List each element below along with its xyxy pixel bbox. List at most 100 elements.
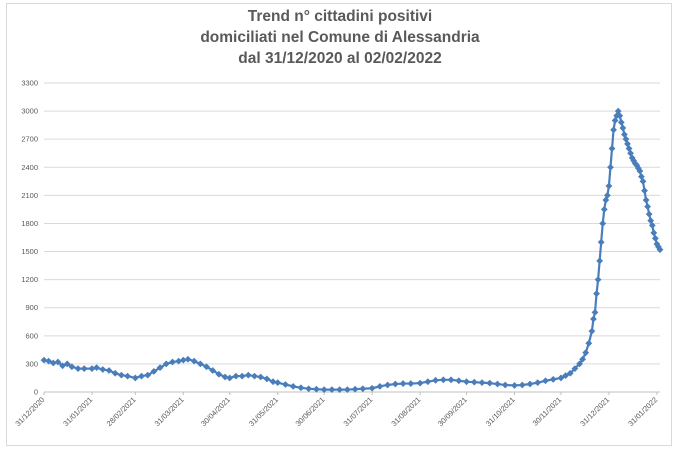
data-point xyxy=(263,375,271,383)
data-point xyxy=(605,182,613,190)
data-point xyxy=(648,221,656,229)
data-point xyxy=(68,363,76,371)
data-point xyxy=(607,163,614,171)
data-point xyxy=(297,384,305,392)
data-point xyxy=(269,378,277,386)
data-point xyxy=(156,364,164,372)
data-point xyxy=(576,360,583,368)
data-point xyxy=(105,367,113,374)
data-point xyxy=(169,358,176,366)
chart-title: Trend n° cittadini positivi domiciliati … xyxy=(0,6,680,69)
series-line xyxy=(43,109,661,391)
data-point xyxy=(644,203,652,210)
gridlines xyxy=(44,82,660,393)
data-point xyxy=(593,290,600,298)
data-point xyxy=(594,276,602,284)
data-point xyxy=(196,360,204,368)
chart-title-line-2: domiciliati nel Comune di Alessandria xyxy=(200,29,480,46)
data-point xyxy=(447,376,455,384)
y-tick-label: 3000 xyxy=(21,107,38,116)
data-point xyxy=(251,372,258,380)
data-point xyxy=(203,363,210,371)
data-point xyxy=(557,374,565,382)
data-point xyxy=(518,381,526,389)
data-point xyxy=(501,381,509,389)
x-tick-label: 31/08/2021 xyxy=(389,395,422,428)
data-point xyxy=(343,386,351,394)
data-point xyxy=(74,365,82,372)
data-point xyxy=(588,327,596,335)
y-tick-label: 1200 xyxy=(21,275,38,284)
data-point xyxy=(289,382,297,390)
data-point xyxy=(179,356,187,364)
data-point xyxy=(600,206,608,213)
data-point xyxy=(244,371,252,379)
chart-title-line-3: dal 31/12/2020 al 02/02/2022 xyxy=(238,50,442,67)
data-point xyxy=(226,374,234,382)
x-tick-label: 31/01/2021 xyxy=(61,395,94,428)
data-point xyxy=(190,357,198,365)
x-tick-label: 28/02/2021 xyxy=(105,395,138,428)
data-point xyxy=(63,360,71,368)
data-point xyxy=(424,378,432,386)
data-point xyxy=(486,379,494,387)
data-point xyxy=(407,380,415,387)
data-point xyxy=(359,385,367,393)
data-point xyxy=(650,229,658,237)
data-point xyxy=(596,257,604,265)
data-point xyxy=(111,369,119,377)
x-tick-label: 30/04/2021 xyxy=(199,395,232,428)
data-point xyxy=(313,385,320,393)
y-tick-label: 300 xyxy=(25,359,38,368)
data-point xyxy=(391,380,399,388)
data-point xyxy=(645,210,653,218)
data-point xyxy=(40,356,48,364)
y-tick-label: 3300 xyxy=(21,79,38,88)
x-tick-label: 30/09/2021 xyxy=(436,395,469,428)
x-tick-label: 31/05/2021 xyxy=(247,395,280,428)
x-tick-label: 31/03/2021 xyxy=(153,395,186,428)
data-point xyxy=(478,379,486,387)
data-point xyxy=(591,309,599,316)
y-tick-label: 1500 xyxy=(21,247,38,256)
data-point xyxy=(494,380,501,388)
data-point xyxy=(328,386,336,394)
data-point xyxy=(599,220,607,227)
data-point xyxy=(384,381,391,389)
y-tick-label: 600 xyxy=(25,331,38,340)
series-positivi xyxy=(40,107,664,394)
data-point xyxy=(215,370,223,378)
data-point xyxy=(305,385,313,393)
data-point xyxy=(526,380,534,388)
data-point xyxy=(439,376,447,384)
y-tick-label: 900 xyxy=(25,303,38,312)
data-point xyxy=(209,367,217,374)
data-point xyxy=(399,380,407,387)
data-point xyxy=(639,177,647,185)
data-point xyxy=(619,124,627,132)
data-point xyxy=(274,379,282,387)
data-point xyxy=(582,349,590,357)
data-point xyxy=(616,112,624,120)
data-point xyxy=(232,372,240,380)
data-point xyxy=(282,381,289,388)
y-tick-label: 1800 xyxy=(21,219,38,228)
data-point xyxy=(138,372,145,380)
data-point xyxy=(585,339,593,347)
data-point xyxy=(117,371,125,379)
data-point xyxy=(579,355,587,363)
x-axis-ticks: 31/12/2020 31/01/2021 28/02/2021 31/03/2021… xyxy=(13,392,659,428)
data-point xyxy=(376,382,384,390)
data-point xyxy=(124,372,131,380)
data-point xyxy=(93,364,101,372)
data-point xyxy=(150,368,158,375)
data-point xyxy=(184,355,192,363)
data-point xyxy=(470,378,478,386)
data-point xyxy=(463,378,470,386)
data-point xyxy=(238,372,246,380)
x-tick-label: 31/07/2021 xyxy=(341,395,374,428)
data-point xyxy=(566,369,574,377)
x-tick-label: 31/01/2022 xyxy=(626,395,659,428)
data-point xyxy=(99,366,107,373)
